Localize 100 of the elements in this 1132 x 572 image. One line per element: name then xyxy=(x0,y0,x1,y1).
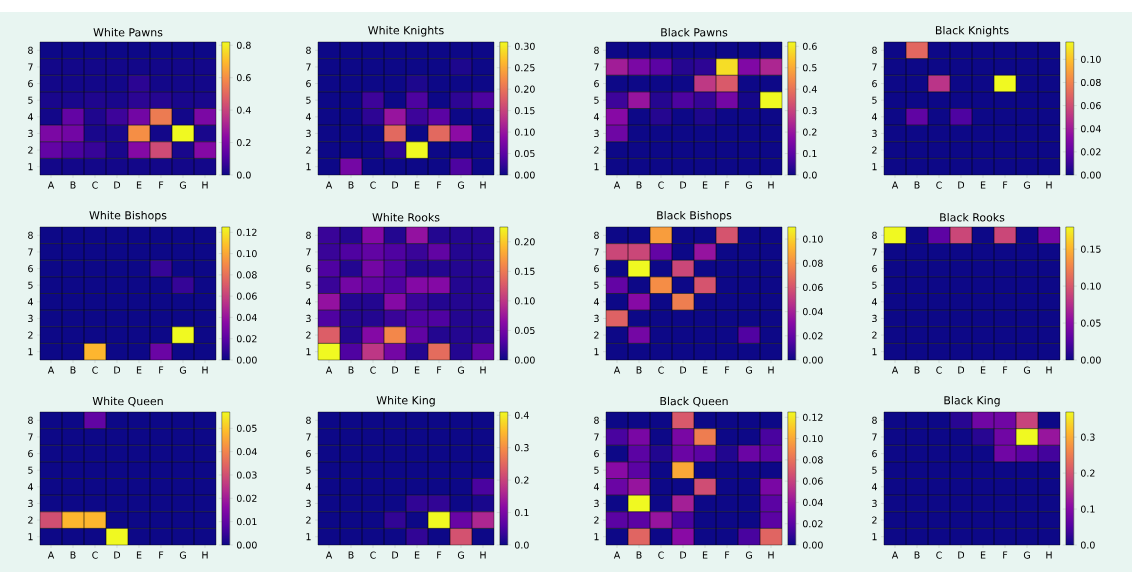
color-bar-label: 0.5 xyxy=(802,64,817,72)
y-tick-label: 5 xyxy=(28,466,33,474)
color-bar-label: 0.10 xyxy=(1080,55,1101,63)
x-tick-label: C xyxy=(936,181,942,189)
color-bar-label: 0.06 xyxy=(802,283,823,292)
y-tick-label: 1 xyxy=(594,533,599,541)
chart-title: Black Pawns xyxy=(661,28,728,37)
y-tick-label: 5 xyxy=(306,96,311,104)
y-tick-label: 3 xyxy=(594,129,599,138)
x-tick-label: D xyxy=(958,181,965,189)
color-bar-label: 0.05 xyxy=(514,149,535,158)
y-tick-label: 3 xyxy=(872,129,877,138)
y-tick-label: 6 xyxy=(594,79,599,88)
y-tick-label: 1 xyxy=(28,533,33,541)
y-tick-label: 3 xyxy=(872,314,877,323)
y-tick-label: 2 xyxy=(306,516,311,524)
y-tick-label: 8 xyxy=(594,46,599,54)
y-tick-label: 5 xyxy=(28,96,33,104)
x-tick-label: G xyxy=(457,366,464,374)
y-tick-label: 4 xyxy=(27,483,33,491)
x-tick-label: A xyxy=(891,181,899,189)
x-tick-label: H xyxy=(480,551,486,559)
x-tick-label: B xyxy=(348,366,354,374)
y-tick-label: 1 xyxy=(306,533,311,541)
y-tick-label: 8 xyxy=(28,231,33,239)
y-tick-label: 8 xyxy=(594,231,599,239)
x-tick-label: F xyxy=(159,366,164,374)
y-tick-label: 3 xyxy=(594,499,599,508)
x-tick-label: A xyxy=(325,366,333,374)
y-tick-label: 3 xyxy=(28,129,33,138)
y-tick-label: 4 xyxy=(871,113,877,121)
y-tick-label: 6 xyxy=(872,449,877,458)
y-tick-label: 1 xyxy=(872,348,877,356)
y-tick-label: 7 xyxy=(594,433,599,441)
x-tick-label: A xyxy=(891,551,899,559)
color-bar-label: 0.08 xyxy=(1080,78,1101,87)
y-tick-label: 1 xyxy=(594,163,599,171)
y-tick-label: 1 xyxy=(872,163,877,171)
y-tick-label: 6 xyxy=(306,449,311,458)
color-bar-label: 0.00 xyxy=(236,356,257,364)
y-tick-label: 7 xyxy=(872,63,877,71)
color-bar-label: 0.02 xyxy=(802,332,823,340)
y-tick-label: 5 xyxy=(28,281,33,289)
y-tick-label: 4 xyxy=(871,483,877,491)
x-tick-label: E xyxy=(414,181,420,189)
x-tick-label: E xyxy=(980,366,986,374)
y-tick-label: 4 xyxy=(593,298,599,306)
y-tick-label: 4 xyxy=(305,483,311,491)
x-tick-label: F xyxy=(725,366,730,374)
y-tick-label: 5 xyxy=(872,96,877,104)
chart-title: Black Rooks xyxy=(940,213,1005,222)
color-bar-label: 0.04 xyxy=(236,448,257,456)
color-bar-label: 0.15 xyxy=(1080,245,1101,253)
color-bar-label: 0.05 xyxy=(236,424,257,432)
y-tick-label: 2 xyxy=(594,146,599,154)
x-tick-label: B xyxy=(914,181,920,189)
x-tick-label: G xyxy=(1023,551,1030,559)
x-tick-label: B xyxy=(348,181,354,189)
color-bar-label: 0.6 xyxy=(802,42,817,50)
chart-title: Black Queen xyxy=(660,396,728,407)
x-tick-label: F xyxy=(159,551,164,559)
color-bar-label: 0.8 xyxy=(236,41,251,49)
y-tick-label: 8 xyxy=(306,231,311,239)
x-tick-label: D xyxy=(958,366,965,374)
color-bar-label: 0.02 xyxy=(802,520,823,528)
y-tick-label: 3 xyxy=(594,314,599,323)
color-bar-label: 0.04 xyxy=(802,308,823,316)
y-tick-label: 1 xyxy=(872,533,877,541)
color-bar-label: 0.2 xyxy=(802,128,817,136)
chart-title: White Bishops xyxy=(89,210,167,222)
color-bar-label: 0.20 xyxy=(514,238,535,246)
x-tick-label: H xyxy=(202,366,208,374)
x-tick-label: G xyxy=(1023,366,1030,374)
color-bar-label: 0.30 xyxy=(514,42,535,50)
color-bar-label: 0.2 xyxy=(236,138,251,147)
y-tick-label: 7 xyxy=(872,248,877,256)
y-tick-label: 8 xyxy=(306,416,311,424)
color-bar-label: 0.00 xyxy=(1080,356,1101,364)
x-tick-label: D xyxy=(114,366,121,374)
x-tick-label: A xyxy=(47,551,55,559)
y-tick-label: 2 xyxy=(28,331,33,339)
color-bar-label: 0.10 xyxy=(802,235,823,243)
x-tick-label: C xyxy=(658,551,664,559)
x-tick-label: B xyxy=(636,181,642,189)
x-tick-label: B xyxy=(914,366,920,374)
color-bar-label: 0.00 xyxy=(802,356,823,364)
x-tick-label: C xyxy=(92,366,98,374)
color-bar-label: 0.3 xyxy=(514,444,529,452)
color-bar-label: 0.0 xyxy=(1080,541,1095,549)
y-tick-label: 6 xyxy=(872,264,877,273)
x-tick-label: D xyxy=(680,551,687,559)
y-tick-label: 6 xyxy=(594,449,599,458)
x-tick-label: F xyxy=(1003,366,1008,374)
x-tick-label: G xyxy=(179,181,186,189)
chart-title: White King xyxy=(376,395,435,407)
x-tick-label: H xyxy=(1046,181,1052,189)
chart-title: White Rooks xyxy=(372,213,440,222)
y-tick-label: 7 xyxy=(594,63,599,71)
color-bar-label: 0.3 xyxy=(802,107,817,115)
x-tick-label: A xyxy=(325,181,333,189)
